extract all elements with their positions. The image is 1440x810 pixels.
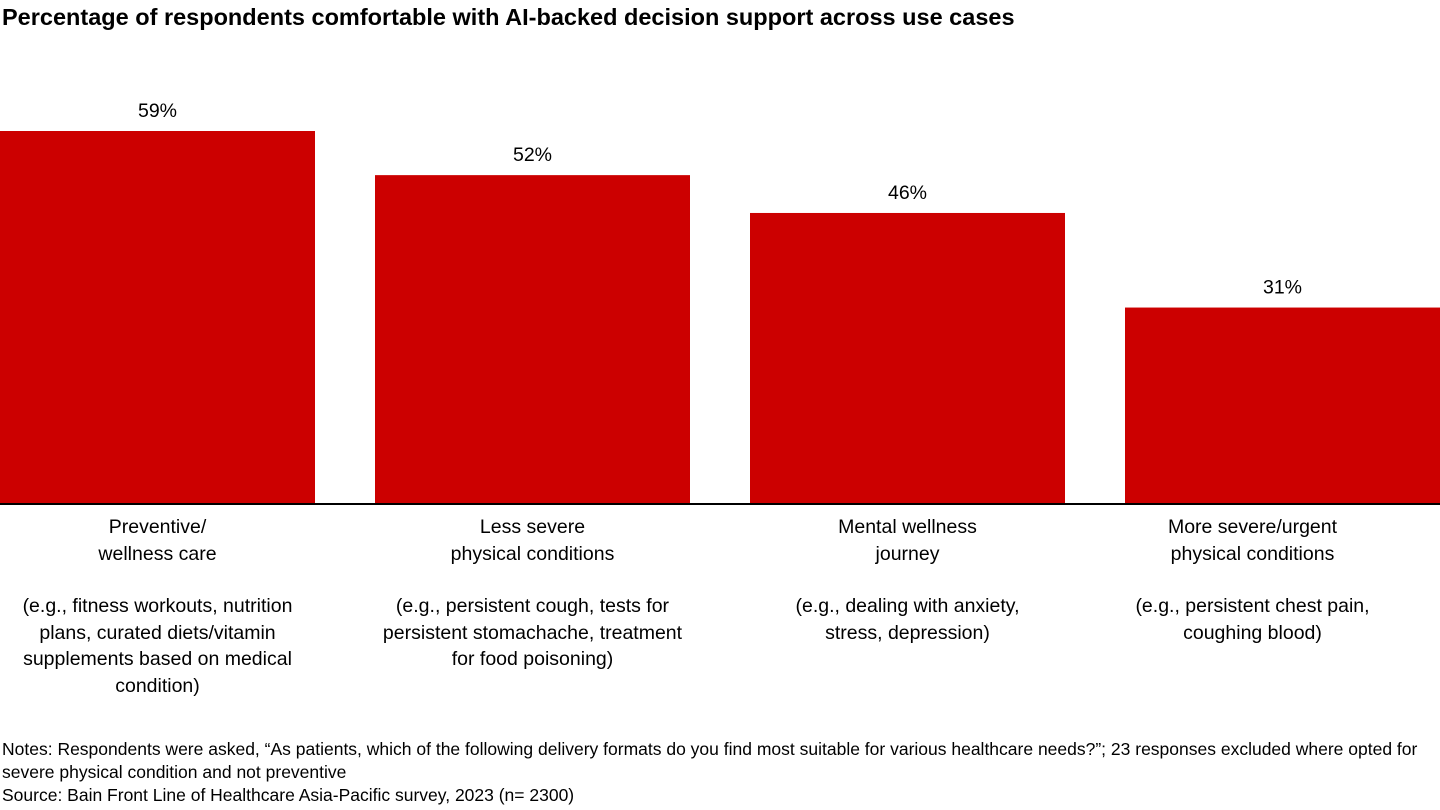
chart-title: Percentage of respondents comfortable wi… <box>2 4 1015 30</box>
bar-4 <box>1125 307 1440 503</box>
category-label-3: Mental wellness journey (e.g., dealing wi… <box>720 514 1095 646</box>
category-example: (e.g., persistent cough, tests for persi… <box>382 595 683 670</box>
category-label-2: Less severe physical conditions (e.g., pe… <box>345 514 720 673</box>
data-label-4: 31% <box>1263 277 1302 299</box>
bar-2 <box>375 175 690 503</box>
source-text: Source: Bain Front Line of Healthcare As… <box>2 785 575 805</box>
category-name: Preventive/ wellness care <box>98 516 217 565</box>
bar-3 <box>750 212 1065 503</box>
category-example: (e.g., dealing with anxiety, stress, dep… <box>795 595 1020 644</box>
bar-chart: 59% 52% 46% 31% <box>0 100 1440 505</box>
category-example: (e.g., fitness workouts, nutrition plans… <box>22 595 293 697</box>
data-label-1: 59% <box>138 100 177 122</box>
category-name: Mental wellness journey <box>838 516 977 565</box>
bar-1 <box>0 131 315 503</box>
data-label-2: 52% <box>513 144 552 166</box>
category-label-1: Preventive/ wellness care (e.g., fitness … <box>0 514 345 699</box>
category-name: Less severe physical conditions <box>450 516 615 565</box>
category-name: More severe/urgent physical conditions <box>1167 516 1338 565</box>
data-label-3: 46% <box>888 182 927 204</box>
category-label-4: More severe/urgent physical conditions (e… <box>1065 514 1440 646</box>
notes-text: Notes: Respondents were asked, “As patie… <box>2 739 1418 782</box>
footnotes: Notes: Respondents were asked, “As patie… <box>2 738 1438 807</box>
category-example: (e.g., persistent chest pain, coughing b… <box>1135 595 1370 644</box>
